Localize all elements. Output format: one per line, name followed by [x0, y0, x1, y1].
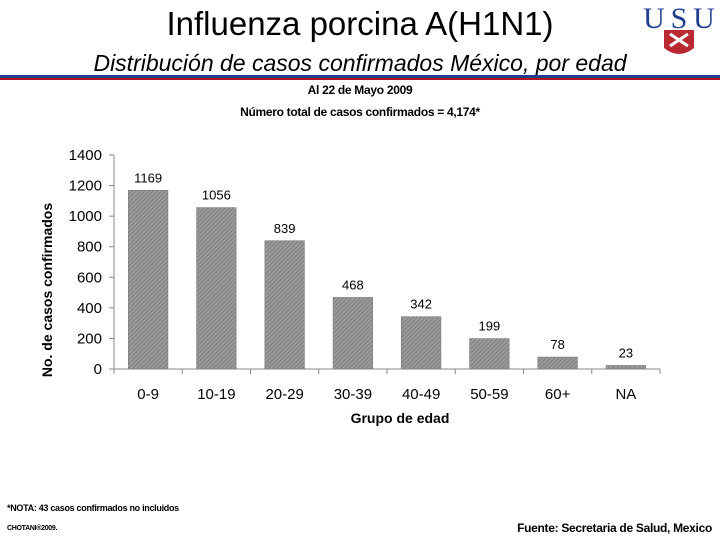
data-label: 839: [274, 221, 296, 236]
x-tick-label: NA: [615, 386, 636, 403]
title-rule-blue: [0, 75, 720, 78]
x-tick-label: 10-19: [197, 386, 235, 403]
bar: [605, 365, 646, 370]
y-tick-label: 200: [77, 330, 102, 347]
data-label: 1169: [134, 170, 162, 185]
data-label: 199: [479, 319, 501, 334]
x-tick-label: 20-29: [265, 386, 303, 403]
x-tick-label: 30-39: [334, 386, 372, 403]
bar: [196, 207, 237, 370]
source-credit: Fuente: Secretaria de Salud, Mexico: [517, 521, 712, 535]
data-label: 468: [342, 277, 364, 292]
x-tick-label: 60+: [545, 386, 571, 403]
logo-letter: S: [671, 2, 688, 35]
bar: [401, 316, 442, 370]
x-tick-label: 50-59: [470, 386, 508, 403]
x-tick-label: 40-49: [402, 386, 440, 403]
y-tick-label: 600: [77, 269, 102, 286]
data-label: 1056: [202, 188, 231, 203]
y-tick-label: 1400: [69, 147, 102, 164]
y-axis-title: No. de casos confirmados: [39, 203, 55, 377]
x-tick-label: 0-9: [137, 386, 159, 403]
y-tick-label: 1000: [69, 208, 102, 225]
data-label: 78: [550, 337, 564, 352]
data-label: 23: [619, 345, 633, 360]
logo-letter: U: [643, 2, 665, 35]
bar: [264, 240, 305, 370]
footnote: *NOTA: 43 casos confirmados no incluidos: [7, 503, 179, 513]
bar: [332, 297, 373, 370]
y-tick-label: 400: [77, 300, 102, 317]
university-logo: U S U: [642, 2, 716, 62]
date-line: Al 22 de Mayo 2009: [307, 83, 413, 97]
page-title: Influenza porcina A(H1N1): [166, 5, 554, 42]
y-tick-label: 1200: [69, 178, 102, 195]
total-line: Número total de casos confirmados = 4,17…: [240, 105, 480, 119]
copyright: CHOTANI®2009.: [7, 525, 58, 532]
y-tick-label: 0: [94, 361, 102, 378]
title-rule-red: [0, 78, 720, 80]
data-label: 342: [410, 297, 432, 312]
bar: [537, 356, 578, 370]
y-tick-label: 800: [77, 239, 102, 256]
logo-letter: U: [693, 2, 715, 35]
x-axis-title: Grupo de edad: [351, 410, 450, 426]
bar: [128, 190, 169, 370]
page-subtitle: Distribución de casos confirmados México…: [93, 50, 627, 76]
bar: [469, 338, 510, 370]
